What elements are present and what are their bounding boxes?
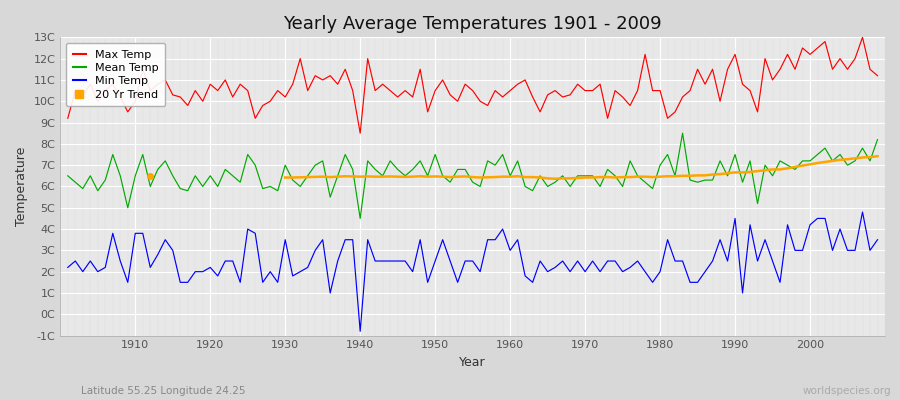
Y-axis label: Temperature: Temperature [15, 147, 28, 226]
Legend: Max Temp, Mean Temp, Min Temp, 20 Yr Trend: Max Temp, Mean Temp, Min Temp, 20 Yr Tre… [66, 43, 165, 106]
Text: worldspecies.org: worldspecies.org [803, 386, 891, 396]
X-axis label: Year: Year [459, 356, 486, 369]
Title: Yearly Average Temperatures 1901 - 2009: Yearly Average Temperatures 1901 - 2009 [284, 15, 662, 33]
Text: Latitude 55.25 Longitude 24.25: Latitude 55.25 Longitude 24.25 [81, 386, 246, 396]
